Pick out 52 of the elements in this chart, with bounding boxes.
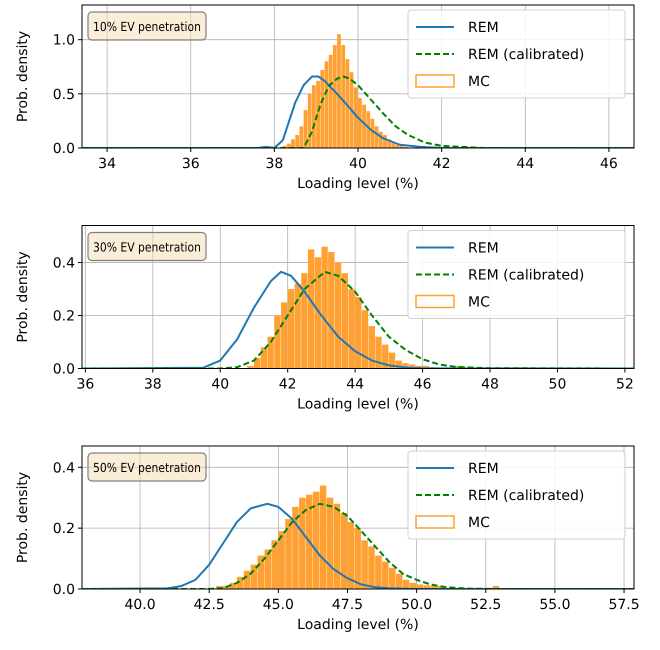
line-series <box>82 270 634 368</box>
y-tick-label: 0.0 <box>52 141 75 157</box>
x-tick-label: 36 <box>76 376 94 392</box>
x-tick-label: 46 <box>600 156 618 172</box>
x-tick-label: 38 <box>144 376 162 392</box>
y-tick-label: 0.0 <box>52 582 75 598</box>
x-tick-label: 34 <box>98 156 116 172</box>
x-tick-label: 42 <box>432 156 451 172</box>
y-axis-title: Prob. density <box>15 30 31 122</box>
legend-label: REM (calibrated) <box>468 268 584 284</box>
annotation: 30% EV penetration <box>93 240 218 254</box>
x-tick-label: 52.5 <box>470 597 502 613</box>
legend-label: REM <box>468 240 499 256</box>
x-tick-label: 57.5 <box>608 597 640 613</box>
x-tick-label: 55.0 <box>539 597 570 613</box>
x-tick-label: 40.0 <box>124 597 156 613</box>
legend-label: MC <box>468 294 490 310</box>
legend-label: MC <box>468 74 490 90</box>
y-axis-title: Prob. density <box>15 251 31 343</box>
legend-label: REM <box>468 461 499 477</box>
legend-label: MC <box>468 515 490 531</box>
x-tick-label: 40 <box>211 376 230 392</box>
x-axis-title: Loading level (%) <box>297 176 419 192</box>
x-tick-label: 46 <box>414 376 432 392</box>
x-tick-label: 47.5 <box>332 597 364 613</box>
y-tick-label: 0.5 <box>52 86 75 103</box>
x-axis-title: Loading level (%) <box>297 617 419 633</box>
legend-label: REM <box>468 20 499 36</box>
y-axis-title: Prob. density <box>15 472 31 564</box>
legend-label: REM (calibrated) <box>468 47 584 63</box>
x-tick-label: 36 <box>182 156 200 172</box>
annotation: 10% EV penetration <box>93 19 218 34</box>
y-tick-label: 0.4 <box>52 460 76 476</box>
y-tick-label: 0.4 <box>52 256 76 272</box>
x-tick-label: 38 <box>265 156 284 172</box>
y-tick-label: 0.2 <box>52 521 75 538</box>
x-tick-label: 45.0 <box>262 597 294 613</box>
x-tick-label: 44 <box>516 156 534 172</box>
x-tick-label: 50.0 <box>401 597 432 613</box>
x-tick-label: 44 <box>346 376 364 392</box>
legend-label: REM (calibrated) <box>468 488 584 504</box>
x-tick-label: 48 <box>481 376 499 392</box>
x-tick-label: 52 <box>616 376 634 392</box>
x-axis-title: Loading level (%) <box>297 396 419 412</box>
y-tick-label: 0.2 <box>52 308 75 325</box>
annotation: 50% EV penetration <box>93 460 218 475</box>
x-tick-label: 42 <box>278 376 297 392</box>
x-tick-label: 40 <box>349 156 367 172</box>
y-tick-label: 1.0 <box>52 32 75 49</box>
x-tick-label: 42.5 <box>194 597 225 613</box>
y-tick-label: 0.0 <box>52 362 75 378</box>
x-tick-label: 50 <box>548 376 566 392</box>
